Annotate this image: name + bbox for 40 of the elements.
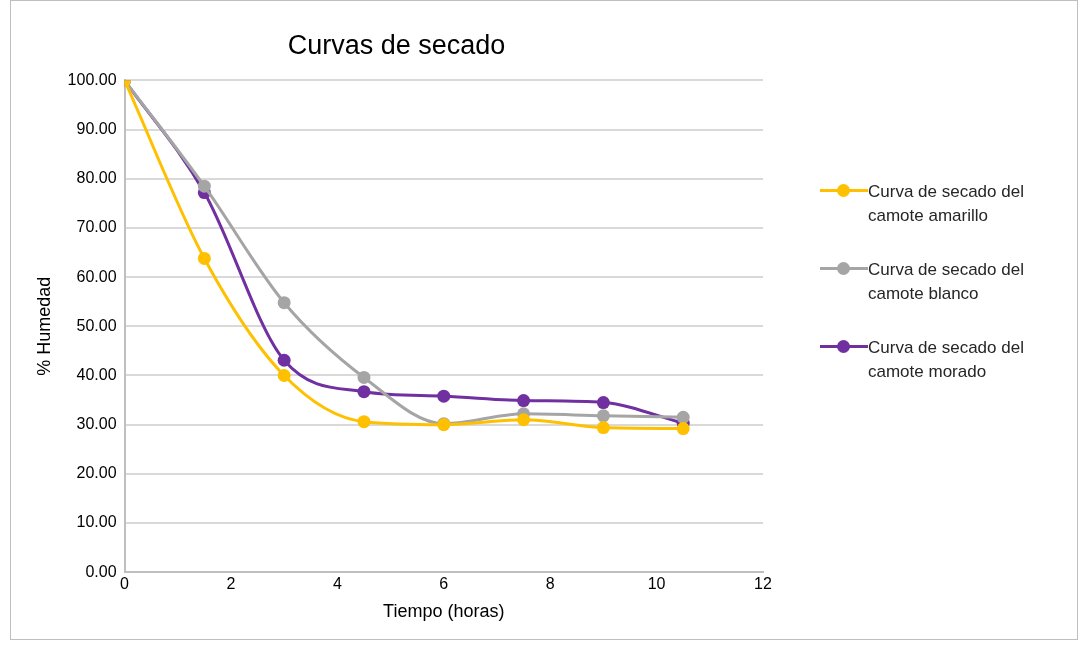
y-tick-label: 30.00 — [76, 415, 117, 433]
y-tick-label: 0.00 — [85, 562, 117, 580]
y-tick-label: 80.00 — [76, 169, 117, 187]
point — [596, 396, 610, 410]
x-tick-label: 8 — [545, 575, 555, 593]
legend-label: Curva de secado del camote blanco — [868, 259, 1025, 305]
point — [676, 422, 690, 436]
point — [357, 370, 371, 384]
point — [676, 410, 690, 424]
chart-title: Curvas de secado — [287, 29, 506, 60]
y-tick-label: 50.00 — [76, 316, 117, 334]
x-axis-title: Tiempo (horas) — [383, 601, 505, 622]
legend-label: Curva de secado del camote morado — [868, 337, 1025, 383]
y-tick-label: 40.00 — [76, 365, 117, 383]
point — [357, 385, 371, 399]
point — [596, 409, 610, 423]
point — [517, 394, 531, 408]
x-tick-label: 4 — [332, 575, 342, 593]
point — [437, 389, 451, 403]
y-tick-label: 60.00 — [76, 267, 117, 285]
y-tick-label: 100.00 — [67, 70, 117, 88]
x-tick-label: 12 — [754, 575, 772, 593]
y-tick-label: 20.00 — [76, 464, 117, 482]
x-tick-label: 10 — [647, 575, 666, 593]
point — [357, 415, 371, 429]
y-tick-label: 90.00 — [76, 119, 117, 137]
y-tick-label: 70.00 — [76, 218, 117, 236]
point — [517, 413, 531, 427]
point — [277, 296, 291, 310]
point — [197, 179, 211, 193]
point — [277, 353, 291, 367]
point — [197, 251, 211, 265]
x-tick-label: 0 — [120, 575, 130, 593]
x-tick-label: 2 — [226, 575, 236, 593]
legend-label: Curva de secado del camote amarillo — [868, 181, 1025, 227]
point — [277, 368, 291, 382]
x-tick-label: 6 — [439, 575, 449, 593]
y-axis-title: % Humedad — [33, 276, 54, 376]
y-tick-label: 10.00 — [76, 513, 117, 531]
point — [596, 421, 610, 435]
